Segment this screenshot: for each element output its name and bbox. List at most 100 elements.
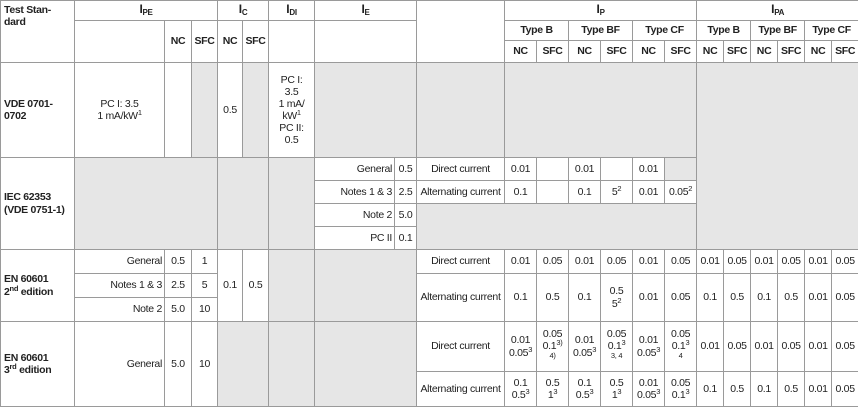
cell-text: 0.01: [510, 334, 531, 347]
cell: 0.01: [504, 157, 538, 181]
cell-text: 0.5: [730, 382, 744, 395]
cell: 0.01: [632, 273, 666, 322]
cell-text: PC II:: [279, 122, 304, 135]
cell-text: 0.5: [784, 382, 798, 395]
cell-text: 0.05: [572, 346, 593, 359]
cell-line: dard: [4, 16, 72, 28]
cell: 10: [190, 321, 219, 407]
cell-text: 0.05: [781, 340, 801, 353]
cell-line: 0.01: [571, 334, 598, 346]
thead: Test Stan-dard IPE IC IDI IE IP IPA NC SF…: [0, 0, 858, 63]
quantity-header: IPA: [696, 0, 858, 21]
cell: 5.0: [164, 321, 192, 407]
cell-line: 4: [667, 350, 694, 365]
cell-text: 0.05: [835, 255, 856, 268]
cell-line: IEC 62353: [4, 191, 72, 203]
cell-text: 5: [611, 185, 618, 198]
cell: 0.5: [777, 273, 806, 322]
cell-text: 0.1: [542, 340, 557, 353]
quantity-header: IPE: [73, 0, 219, 21]
cell-text: 0.05: [542, 255, 563, 268]
cell-text: 1: [201, 255, 208, 268]
cell-line: (VDE 0751-1): [4, 204, 72, 216]
cell: [600, 157, 634, 181]
cell: 0.01: [632, 180, 666, 204]
cell-text: Note 2: [132, 303, 162, 316]
cell-text: NC: [756, 45, 772, 58]
cell: 0.01: [632, 249, 666, 274]
cell: 5.0: [394, 203, 418, 227]
cell: 0.05: [831, 249, 858, 274]
cell: 2.5: [164, 273, 192, 298]
symbol-subscript: PE: [142, 8, 153, 18]
cell: SFC: [600, 40, 634, 63]
cell-line: 3.5: [271, 86, 312, 98]
footnote-mark: 2: [617, 183, 622, 193]
cell: General: [74, 249, 165, 274]
tr: NC SFC NC SFC Type B Type BF Type CF Type B T…: [1, 20, 858, 63]
cell: 0.05: [777, 321, 806, 372]
cell-text: 5.0: [398, 208, 413, 221]
cell: 0.01: [804, 249, 833, 274]
cell: 0.1: [504, 180, 538, 204]
symbol-subscript: DI: [289, 8, 297, 18]
cell-text: 0.1: [513, 291, 528, 304]
cell-line: 4): [539, 351, 566, 365]
footnote-mark: 3): [556, 338, 563, 348]
cell: 0.01 0.053: [632, 371, 666, 407]
cell: 0.5: [723, 273, 752, 322]
footnote-mark: 1: [137, 108, 142, 117]
cell: 5.0: [164, 297, 192, 322]
cell-text: 0.05: [606, 255, 627, 268]
cell: IEC 62353 (VDE 0751-1): [0, 157, 75, 250]
cell-line: 0.5: [539, 377, 566, 389]
cell: 0.1 0.53: [568, 371, 602, 407]
cell-text: 10: [198, 357, 211, 370]
cell: Type B: [504, 20, 570, 41]
cell-text: 5.0: [171, 303, 185, 316]
cell-line: 0.5: [603, 285, 630, 297]
cell: 0.01: [750, 321, 779, 372]
symbol-subscript: E: [364, 8, 370, 18]
cell: 0.1: [750, 273, 779, 322]
cell-text: 0.01: [638, 162, 659, 175]
tr: EN 60601 3rd edition General 5.0 10 Direct …: [0, 321, 858, 407]
cell-text: Alternating current: [420, 185, 501, 198]
cell: SFC: [831, 40, 858, 63]
quantity-header: IP: [504, 0, 698, 21]
cell: General: [74, 321, 165, 407]
cell-line: 3rd edition: [4, 363, 72, 376]
cell: 0.05: [831, 321, 858, 372]
quantity-header: IE: [314, 0, 418, 21]
cell: NC: [632, 40, 666, 63]
cell-text: NC: [702, 45, 718, 58]
footnote-mark: 3: [553, 387, 558, 396]
cell-line: 0.53: [571, 388, 598, 401]
empty-cell: [242, 62, 270, 158]
tr: Test Stan-dard IPE IC IDI IE IP IPA: [0, 0, 858, 63]
symbol: I: [596, 2, 600, 17]
cell-line: 0.05: [667, 328, 694, 340]
symbol-subscript: P: [599, 8, 605, 18]
cell-line: 0.01: [635, 377, 662, 389]
cell-line: 0.5: [603, 377, 630, 389]
footnote-mark: 3: [617, 387, 622, 396]
cell-text: 0.5: [784, 291, 798, 304]
cell: NC: [696, 40, 725, 63]
symbol: I: [771, 2, 775, 17]
cell-text: SFC: [835, 45, 856, 58]
cell-text: NC: [577, 45, 592, 58]
cell: [314, 20, 418, 63]
cell: 0.1: [217, 249, 244, 322]
cell: PC I: 3.5 1 mA/kW1: [74, 62, 165, 158]
cell-text: General: [126, 255, 163, 268]
cell: [268, 20, 316, 63]
cell: Alternating current: [416, 371, 506, 407]
cell-line: 0.13: [667, 339, 694, 352]
cell-text: 0.1: [703, 382, 717, 395]
cell-line: 0.53: [507, 388, 534, 401]
cell-text: 0.01: [638, 376, 659, 389]
cell-text: 0.05: [606, 328, 627, 341]
footnote-mark: 4: [678, 350, 683, 360]
cell-text: Notes 1 & 3: [340, 185, 393, 198]
